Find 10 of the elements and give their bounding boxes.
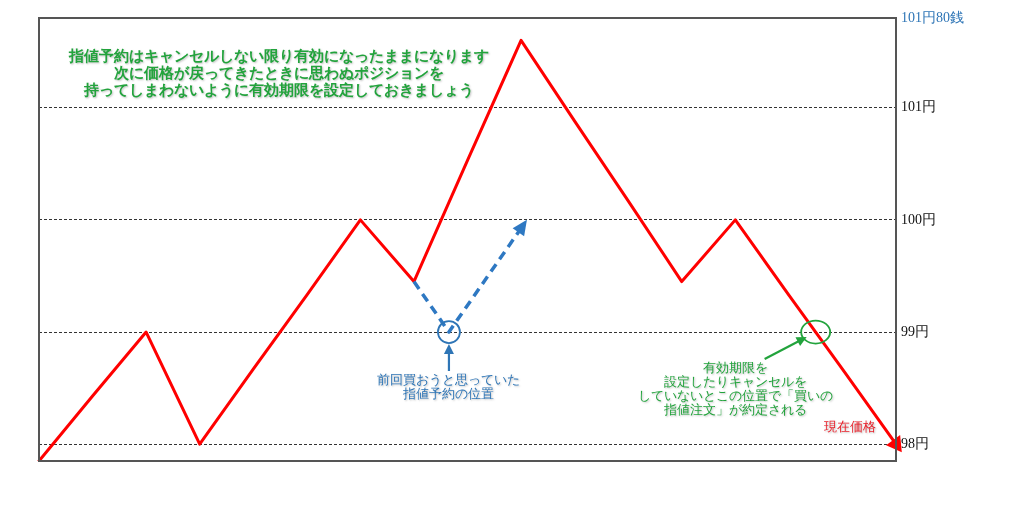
- y-tick-label: 100円: [901, 211, 936, 227]
- annotation: 現在価格: [824, 419, 876, 435]
- y-tick-label: 101円: [901, 99, 936, 115]
- annotation: 前回買おうと思っていた指値予約の位置: [376, 372, 522, 402]
- y-tick-label: 98円: [901, 435, 929, 451]
- annotation: 有効期限を設定したりキャンセルをしていないとこの位置で「買いの指値注文」が約定される: [637, 360, 835, 418]
- text: 次に価格が戻ってきたときに思わぬポジションを持ってしまわないように有効期限を設定しておきましょう: [84, 64, 474, 99]
- y-tick-label: 101円80銭: [901, 9, 964, 25]
- text: 指値予約はキャンセルしない限り有効になったままになります: [67, 47, 490, 65]
- y-tick-label: 99円: [901, 323, 929, 339]
